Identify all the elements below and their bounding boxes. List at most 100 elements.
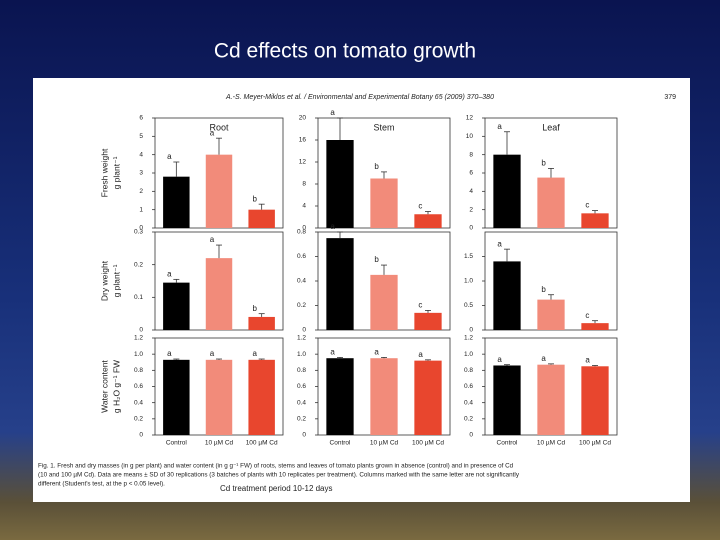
page-number: 379 (664, 94, 676, 101)
significance-letter: c (585, 201, 589, 210)
y-tick-label: 1.2 (464, 335, 473, 342)
significance-letter: a (167, 349, 172, 358)
significance-letter: a (585, 356, 590, 365)
significance-letter: a (374, 348, 379, 357)
caption-line: different (Student's test, at the p < 0.… (38, 481, 165, 488)
panel-title: Stem (373, 122, 394, 132)
y-tick-label: 0.6 (464, 383, 473, 390)
y-tick-label: 0.8 (134, 367, 143, 374)
significance-letter: a (167, 152, 172, 161)
significance-letter: a (541, 354, 546, 363)
x-tick-label: 10 µM Cd (537, 440, 566, 447)
significance-letter: a (497, 122, 502, 131)
y-tick-label: 0 (139, 225, 143, 232)
bar (205, 154, 233, 228)
y-axis-label: Fresh weight (99, 148, 109, 197)
figure-header: A.-S. Meyer-Miklos et al. / Environmenta… (225, 94, 494, 101)
significance-letter: b (252, 194, 257, 203)
y-tick-label: 0.6 (297, 253, 306, 260)
significance-letter: a (210, 128, 215, 137)
significance-letter: c (418, 301, 422, 310)
bar (414, 360, 442, 435)
bar (493, 154, 521, 228)
x-tick-label: 100 µM Cd (412, 440, 444, 447)
bar (163, 359, 190, 435)
caption-line: Fig. 1. Fresh and dry masses (in g per p… (38, 463, 514, 470)
y-tick-label: 10 (466, 133, 474, 140)
caption-line: (10 and 100 µM Cd). Data are means ± SD … (38, 472, 520, 479)
significance-letter: a (330, 108, 335, 117)
y-tick-label: 4 (139, 151, 143, 158)
y-tick-label: 0 (469, 432, 473, 439)
significance-letter: a (330, 222, 335, 231)
y-tick-label: 1.2 (297, 335, 306, 342)
y-tick-label: 1.0 (464, 351, 473, 358)
significance-letter: c (418, 202, 422, 211)
y-tick-label: 16 (299, 137, 307, 144)
bar (370, 274, 398, 330)
y-tick-label: 0.2 (297, 416, 306, 423)
y-tick-label: 0 (469, 225, 473, 232)
y-tick-label: 0 (302, 225, 306, 232)
y-tick-label: 0.8 (297, 229, 306, 236)
y-tick-label: 0.6 (134, 383, 143, 390)
bar (248, 209, 275, 228)
y-tick-label: 1.2 (134, 335, 143, 342)
y-tick-label: 0 (139, 327, 143, 334)
y-tick-label: 0 (302, 432, 306, 439)
y-tick-label: 1.5 (464, 253, 473, 260)
y-tick-label: 5 (139, 133, 143, 140)
significance-letter: a (252, 349, 257, 358)
y-tick-label: 3 (139, 170, 143, 177)
y-tick-label: 0.2 (464, 416, 473, 423)
x-tick-label: Control (330, 440, 352, 447)
bar (326, 358, 354, 435)
bar (205, 359, 233, 435)
bar (248, 359, 275, 435)
y-tick-label: 0.1 (134, 294, 143, 301)
bar (370, 178, 398, 228)
y-axis-label: g plant⁻¹ (111, 156, 121, 189)
significance-letter: a (210, 235, 215, 244)
significance-letter: b (541, 159, 546, 168)
y-tick-label: 6 (469, 170, 473, 177)
bar (414, 214, 442, 228)
bar (326, 238, 354, 330)
bar (163, 176, 190, 228)
y-tick-label: 1.0 (464, 278, 473, 285)
significance-letter: b (252, 304, 257, 313)
y-tick-label: 0.8 (297, 367, 306, 374)
x-tick-label: 100 µM Cd (579, 440, 611, 447)
significance-letter: a (210, 349, 215, 358)
panel-title: Root (209, 122, 229, 132)
y-tick-label: 8 (302, 181, 306, 188)
bar (493, 261, 521, 330)
significance-letter: c (585, 311, 589, 320)
y-tick-label: 0.4 (134, 399, 143, 406)
y-tick-label: 0 (469, 327, 473, 334)
bar (537, 299, 565, 330)
x-tick-label: 10 µM Cd (370, 440, 399, 447)
y-tick-label: 4 (469, 188, 473, 195)
y-tick-label: 0.2 (297, 302, 306, 309)
y-tick-label: 0.2 (134, 416, 143, 423)
treatment-note: Cd treatment period 10-12 days (220, 484, 333, 493)
bar (581, 213, 609, 228)
x-tick-label: Control (497, 440, 519, 447)
y-axis-label: g H₂O g⁻¹ FW (111, 360, 121, 413)
significance-letter: b (374, 162, 379, 171)
significance-letter: b (374, 255, 379, 264)
bar (326, 140, 354, 228)
y-tick-label: 2 (139, 188, 143, 195)
bar (370, 358, 398, 435)
significance-letter: a (497, 239, 502, 248)
y-tick-label: 0.8 (464, 367, 473, 374)
significance-letter: a (167, 269, 172, 278)
bar (537, 364, 565, 435)
y-tick-label: 1.0 (134, 351, 143, 358)
y-tick-label: 8 (469, 151, 473, 158)
x-tick-label: Control (166, 440, 188, 447)
y-tick-label: 0.6 (297, 383, 306, 390)
y-tick-label: 0.4 (297, 278, 306, 285)
